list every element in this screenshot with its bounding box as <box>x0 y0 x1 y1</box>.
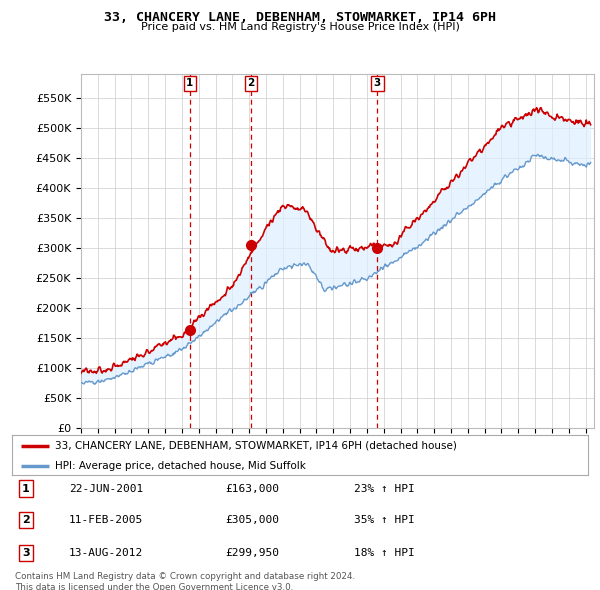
Text: 2: 2 <box>247 78 254 88</box>
Text: 1: 1 <box>22 484 29 493</box>
Text: 3: 3 <box>22 548 29 558</box>
Text: 1: 1 <box>186 78 193 88</box>
Text: 23% ↑ HPI: 23% ↑ HPI <box>354 484 415 493</box>
Text: 33, CHANCERY LANE, DEBENHAM, STOWMARKET, IP14 6PH: 33, CHANCERY LANE, DEBENHAM, STOWMARKET,… <box>104 11 496 24</box>
Text: 18% ↑ HPI: 18% ↑ HPI <box>354 548 415 558</box>
Text: 35% ↑ HPI: 35% ↑ HPI <box>354 516 415 525</box>
Text: 11-FEB-2005: 11-FEB-2005 <box>69 516 143 525</box>
Text: 3: 3 <box>374 78 381 88</box>
Text: 13-AUG-2012: 13-AUG-2012 <box>69 548 143 558</box>
Text: 2: 2 <box>22 516 29 525</box>
Text: 33, CHANCERY LANE, DEBENHAM, STOWMARKET, IP14 6PH (detached house): 33, CHANCERY LANE, DEBENHAM, STOWMARKET,… <box>55 441 457 451</box>
Text: Price paid vs. HM Land Registry's House Price Index (HPI): Price paid vs. HM Land Registry's House … <box>140 22 460 32</box>
Text: £305,000: £305,000 <box>225 516 279 525</box>
Text: £163,000: £163,000 <box>225 484 279 493</box>
Text: 22-JUN-2001: 22-JUN-2001 <box>69 484 143 493</box>
Text: Contains HM Land Registry data © Crown copyright and database right 2024.
This d: Contains HM Land Registry data © Crown c… <box>15 572 355 590</box>
Text: £299,950: £299,950 <box>225 548 279 558</box>
Text: HPI: Average price, detached house, Mid Suffolk: HPI: Average price, detached house, Mid … <box>55 461 306 471</box>
